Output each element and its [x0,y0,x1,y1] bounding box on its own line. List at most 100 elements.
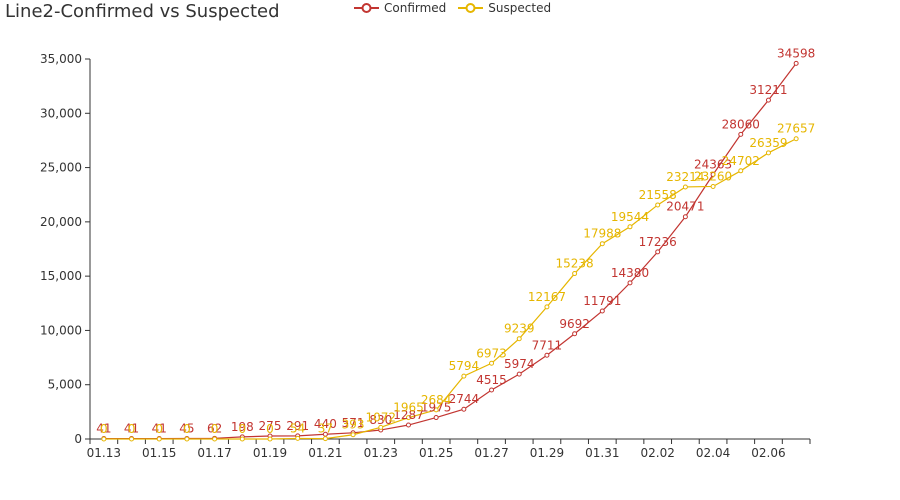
x-tick-label: 02.06 [751,446,785,460]
data-point-confirmed[interactable] [572,331,578,337]
data-label-confirmed: 14380 [611,266,649,280]
data-label-confirmed: 830 [369,413,392,427]
data-label-suspected: 0 [128,422,136,436]
data-point-suspected[interactable] [295,435,301,441]
x-tick-label: 01.27 [474,446,508,460]
data-label-suspected: 37 [318,422,333,436]
data-point-suspected[interactable] [322,436,328,442]
chart-legend: Confirmed Suspected [354,1,551,15]
x-tick-label: 01.29 [530,446,564,460]
legend-item-suspected[interactable]: Suspected [458,1,551,15]
x-tick-label: 01.31 [585,446,619,460]
y-tick-label: 35,000 [40,52,82,66]
data-point-confirmed[interactable] [433,415,439,421]
data-label-confirmed: 571 [342,416,365,430]
data-point-suspected[interactable] [405,415,411,421]
data-point-confirmed[interactable] [710,171,716,177]
x-tick-label: 01.21 [308,446,342,460]
data-label-suspected: 19544 [611,210,649,224]
y-tick-label: 30,000 [40,106,82,120]
data-labels-layer: 41 41 41 45 62 198 275 291 440 571 830 128719752744… [96,46,815,436]
data-point-suspected[interactable] [544,304,550,310]
data-point-suspected[interactable] [433,407,439,413]
x-tick-label: 01.15 [142,446,176,460]
data-point-suspected[interactable] [738,168,744,174]
data-label-suspected: 0 [211,422,219,436]
data-point-confirmed[interactable] [627,280,633,286]
y-tick-label: 25,000 [40,161,82,175]
data-point-suspected[interactable] [461,373,467,379]
data-label-suspected: 12167 [528,290,566,304]
legend-confirmed-line-icon [354,3,379,13]
data-point-suspected[interactable] [239,436,245,442]
data-label-confirmed: 45 [179,422,194,436]
data-label-suspected: 26359 [749,136,787,150]
y-tick-label: 15,000 [40,269,82,283]
data-label-confirmed: 34598 [777,46,815,60]
data-point-suspected[interactable] [572,271,578,277]
data-point-suspected[interactable] [101,436,107,442]
data-point-suspected[interactable] [378,424,384,430]
chart-title: Line2-Confirmed vs Suspected [5,1,280,22]
y-tick-label: 5,000 [48,378,82,392]
data-point-suspected[interactable] [184,436,190,442]
data-point-suspected[interactable] [350,432,356,438]
axes-layer: 0 5,000 10,000 15,000 20,000 25,000 30,000 35,0… [40,52,811,460]
data-label-suspected: 5794 [449,359,480,373]
data-point-suspected[interactable] [655,202,661,208]
data-point-suspected[interactable] [599,241,605,247]
data-label-confirmed: 41 [124,422,139,436]
data-label-confirmed: 31211 [749,83,787,97]
data-point-confirmed[interactable] [682,214,688,220]
data-point-confirmed[interactable] [405,422,411,428]
data-label-confirmed: 5974 [504,357,535,371]
series-line-confirmed [103,63,797,440]
data-label-suspected: 15238 [556,257,594,271]
data-label-confirmed: 11791 [583,294,621,308]
data-label-confirmed: 17236 [639,235,677,249]
data-point-confirmed[interactable] [655,249,661,255]
y-tick-label: 20,000 [40,215,82,229]
series-line-suspected [103,138,797,440]
data-label-suspected: 27657 [777,122,815,136]
data-label-suspected: 1072 [365,410,396,424]
data-point-suspected[interactable] [489,360,495,366]
data-point-confirmed[interactable] [489,387,495,393]
x-tick-label: 01.17 [197,446,231,460]
data-point-suspected[interactable] [627,224,633,230]
legend-item-confirmed[interactable]: Confirmed [354,1,446,15]
data-point-suspected[interactable] [129,436,135,442]
data-point-confirmed[interactable] [461,406,467,412]
x-tick-label: 02.04 [696,446,730,460]
data-label-confirmed: 9692 [559,317,590,331]
data-label-suspected: 393 [342,418,365,432]
data-point-confirmed[interactable] [516,371,522,377]
data-point-suspected[interactable] [267,436,273,442]
y-tick-label: 10,000 [40,323,82,337]
data-point-confirmed[interactable] [765,97,771,103]
legend-confirmed-label: Confirmed [384,1,447,15]
data-point-suspected[interactable] [516,336,522,342]
data-label-suspected: 0 [266,422,274,436]
data-point-confirmed[interactable] [599,308,605,314]
data-point-suspected[interactable] [682,184,688,190]
data-point-suspected[interactable] [765,150,771,156]
data-point-confirmed[interactable] [793,60,799,66]
data-label-confirmed: 41 [96,422,111,436]
data-point-suspected[interactable] [710,183,716,189]
data-label-suspected: 17988 [583,227,621,241]
data-label-confirmed: 7711 [532,338,563,352]
legend-suspected-line-icon [458,3,484,13]
legend-suspected-label: Suspected [488,1,552,15]
data-point-confirmed[interactable] [544,352,550,358]
data-point-suspected[interactable] [212,436,218,442]
data-point-suspected[interactable] [156,436,162,442]
data-label-confirmed: 41 [152,422,167,436]
x-tick-label: 01.25 [419,446,453,460]
y-tick-label: 0 [74,432,82,446]
data-label-confirmed: 28060 [722,117,760,131]
data-point-suspected[interactable] [793,136,799,142]
data-point-confirmed[interactable] [738,131,744,137]
